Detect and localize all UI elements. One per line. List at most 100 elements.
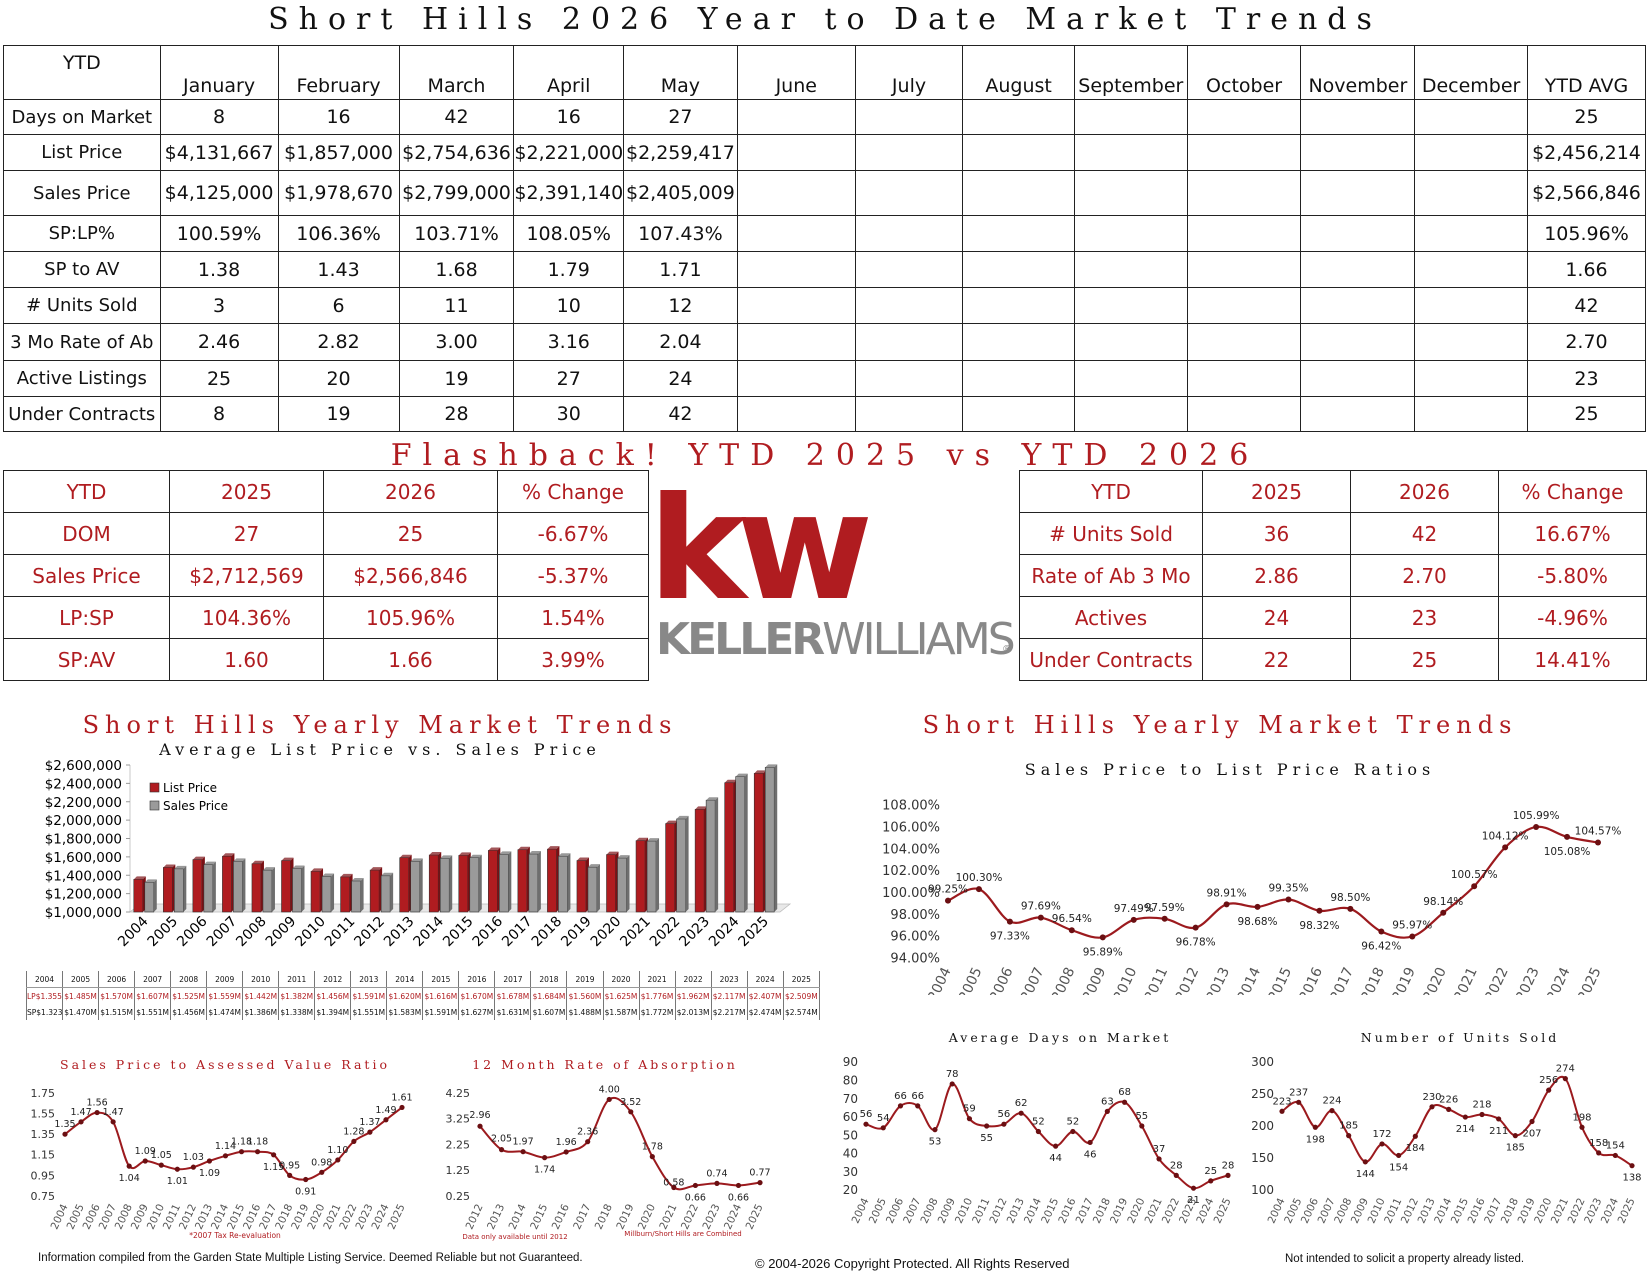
price-table-sp-cell: $1.607M (530, 1004, 568, 1020)
bar-side (567, 853, 571, 912)
data-label: 230 (1422, 1092, 1441, 1103)
x-tick-label: 2006 (987, 965, 1017, 995)
bar-top (222, 853, 235, 857)
data-label: 1.03 (183, 1152, 204, 1163)
price-table-years: 2004 2005 2006 2007 2008 2009 2010 2011 2012 2013… (25, 971, 821, 988)
list-price-bar (665, 823, 675, 913)
absorption-note-1: Data only available until 2012 (462, 1233, 567, 1241)
bar-top (262, 867, 275, 871)
ytd-cell (1186, 215, 1302, 252)
x-tick-label: 2004 (925, 965, 955, 995)
ytd-cell: 25 (1526, 99, 1647, 135)
ytd-cell (736, 287, 856, 324)
ytd-cell (736, 215, 856, 252)
bar-side (685, 815, 689, 912)
x-tick-label: 2012 (1173, 965, 1203, 995)
x-tick-label: 2016 (1296, 965, 1326, 995)
data-point (498, 1147, 505, 1153)
x-tick-label: 2005 (145, 914, 182, 951)
price-table-sp-cell: $2.474M (746, 1004, 784, 1020)
data-point (206, 1158, 213, 1164)
x-tick-label: 2025 (744, 1202, 766, 1231)
data-label: 198 (1306, 1134, 1325, 1145)
ytd-cell (854, 287, 964, 324)
ytd-cell (1414, 360, 1528, 397)
left-section-title: Short Hills Yearly Market Trends (82, 711, 678, 739)
x-tick-label: 2007 (1018, 965, 1048, 995)
bar-top (576, 857, 589, 861)
price-table-year: 2022 (674, 971, 712, 988)
data-label: 2.36 (577, 1127, 598, 1138)
compare-header: YTD (3, 470, 170, 513)
data-label: 96.54% (1052, 913, 1092, 925)
price-table-sp-cell: $2.574M (782, 1004, 821, 1020)
bar-top (322, 873, 335, 877)
ytd-row: Sales Price $4,125,000 $1,978,670 $2,799,00… (3, 170, 1647, 216)
data-label: 98.68% (1238, 916, 1278, 928)
y-tick-label: 4.25 (446, 1087, 471, 1100)
series-line (1281, 1075, 1633, 1167)
data-point (1471, 883, 1478, 890)
data-label: 185 (1506, 1143, 1525, 1154)
compare-cell: SP:AV (3, 638, 170, 681)
y-tick-label: $2,200,000 (45, 795, 122, 811)
bar-side (715, 797, 719, 912)
legend-label: Sales Price (163, 799, 228, 813)
x-tick-label: 2017 (1327, 965, 1357, 995)
price-table-year: 2025 (782, 971, 821, 988)
data-point (1208, 1178, 1214, 1184)
compare-row: Sales Price $2,712,569 $2,566,846 -5.37% (3, 554, 649, 597)
bar-top (724, 779, 737, 783)
data-point (190, 1164, 196, 1170)
price-table-lp-cell: $1.620M (386, 987, 424, 1004)
ytd-cell: 20 (277, 360, 400, 397)
data-point (1564, 833, 1571, 840)
compare-header-row: YTD 2025 2026% Change (3, 470, 649, 513)
compare-cell: 23 (1350, 596, 1499, 639)
month-header: September (1073, 45, 1188, 100)
data-point (271, 1152, 277, 1158)
price-table-sp-cell: $1.591M (422, 1004, 460, 1020)
month-header: May (623, 45, 738, 100)
logo-williams: WILLIAMS (822, 614, 1014, 665)
list-price-bar (635, 840, 646, 913)
price-table-sp-cell: $1.456M (170, 1004, 208, 1020)
data-point (1035, 1128, 1041, 1135)
price-table-year: 2011 (278, 971, 316, 988)
ytd-cell: $2,405,009 (623, 170, 738, 216)
compare-cell: Under Contracts (1019, 638, 1203, 681)
ytd-cell (854, 396, 964, 432)
data-point (1502, 844, 1509, 851)
data-label: 62 (1015, 1098, 1028, 1109)
price-table-lp-cell: $1.776M (638, 987, 676, 1004)
sales-price-bar (292, 868, 302, 913)
flashback-title: Flashback! YTD 2025 vs YTD 2026 (390, 438, 1260, 473)
y-tick-label: 0.25 (446, 1190, 471, 1203)
price-table-sp-cell: $1.551M (350, 1004, 388, 1020)
ytd-cell (1414, 396, 1528, 432)
keller-williams-logo: kw KELLERWILLIAMS ® (648, 461, 1017, 665)
data-point (585, 1139, 591, 1145)
absorption-chart: 0.25 1.25 2.25 3.25 4.25 2012 2013 2014 2015 2016… (446, 1084, 771, 1241)
x-tick-label: 2015 (440, 914, 477, 951)
ytd-cell: 42 (398, 99, 515, 135)
ytd-cell: 25 (159, 360, 279, 397)
ytd-cell: 1.38 (159, 251, 279, 288)
bar-top (163, 864, 176, 868)
ytd-cell: 16 (513, 99, 625, 135)
data-label: 184 (1406, 1143, 1425, 1154)
data-label: 96.42% (1361, 941, 1401, 953)
bar-top (765, 764, 778, 768)
compare-header: % Change (1498, 470, 1647, 513)
compare-cell: Rate of Ab 3 Mo (1019, 554, 1203, 597)
ytd-cell (1414, 170, 1528, 216)
bar-side (596, 864, 600, 912)
data-label: 1.47 (103, 1107, 124, 1118)
y-tick-label: 0.95 (31, 1169, 56, 1182)
bar-side (537, 851, 541, 912)
x-tick-label: 2006 (174, 913, 211, 950)
x-tick-label: 2013 (1204, 965, 1234, 995)
right-section-title: Short Hills Yearly Market Trends (922, 711, 1518, 739)
data-label: 98.14% (1423, 896, 1463, 908)
data-label: 198 (1572, 1112, 1591, 1123)
